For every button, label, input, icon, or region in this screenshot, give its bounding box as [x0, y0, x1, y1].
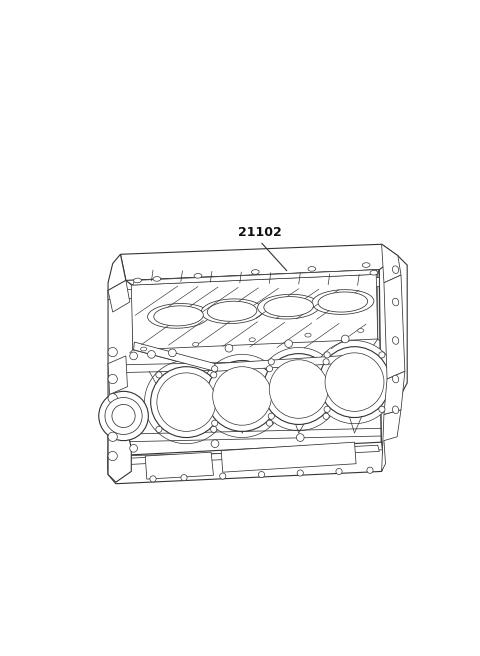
Ellipse shape [358, 329, 364, 333]
Ellipse shape [157, 373, 216, 432]
Ellipse shape [268, 413, 275, 419]
Ellipse shape [211, 440, 219, 447]
Ellipse shape [108, 348, 117, 357]
Ellipse shape [108, 432, 117, 441]
Polygon shape [126, 270, 379, 371]
Ellipse shape [211, 372, 217, 378]
Polygon shape [108, 277, 379, 300]
Ellipse shape [324, 352, 330, 358]
Polygon shape [108, 356, 127, 394]
Ellipse shape [206, 361, 278, 432]
Ellipse shape [324, 406, 330, 413]
Ellipse shape [379, 406, 385, 413]
Ellipse shape [141, 347, 147, 351]
Ellipse shape [362, 263, 370, 268]
Ellipse shape [108, 394, 117, 403]
Ellipse shape [130, 445, 137, 452]
Ellipse shape [252, 270, 259, 274]
Polygon shape [382, 410, 401, 472]
Polygon shape [108, 270, 382, 479]
Ellipse shape [249, 338, 255, 342]
Ellipse shape [201, 299, 263, 323]
Text: 21102: 21102 [238, 226, 282, 239]
Ellipse shape [108, 375, 117, 384]
Ellipse shape [154, 306, 204, 326]
Polygon shape [108, 255, 126, 291]
Ellipse shape [312, 290, 374, 314]
Polygon shape [108, 424, 132, 482]
Ellipse shape [99, 392, 148, 441]
Polygon shape [108, 442, 384, 483]
Ellipse shape [150, 476, 156, 482]
Ellipse shape [168, 349, 176, 357]
Polygon shape [120, 244, 398, 281]
Ellipse shape [194, 274, 202, 278]
Ellipse shape [393, 298, 399, 306]
Ellipse shape [258, 295, 320, 319]
Ellipse shape [147, 350, 156, 358]
Polygon shape [145, 452, 214, 479]
Ellipse shape [200, 354, 284, 438]
Ellipse shape [323, 359, 329, 365]
Ellipse shape [266, 420, 273, 426]
Ellipse shape [144, 361, 228, 443]
Ellipse shape [266, 365, 273, 372]
Ellipse shape [257, 348, 340, 430]
Ellipse shape [367, 467, 373, 474]
Polygon shape [215, 354, 364, 371]
Ellipse shape [212, 420, 218, 426]
Ellipse shape [308, 266, 316, 271]
Ellipse shape [192, 342, 199, 346]
Ellipse shape [323, 413, 329, 419]
Ellipse shape [258, 472, 264, 478]
Ellipse shape [220, 473, 226, 479]
Ellipse shape [207, 301, 257, 321]
Polygon shape [133, 270, 378, 285]
Ellipse shape [336, 468, 342, 474]
Ellipse shape [211, 426, 217, 432]
Ellipse shape [156, 426, 162, 432]
Ellipse shape [263, 354, 335, 424]
Ellipse shape [225, 344, 233, 352]
Ellipse shape [153, 277, 161, 281]
Ellipse shape [151, 367, 222, 438]
Ellipse shape [268, 359, 275, 365]
Ellipse shape [147, 304, 210, 328]
Polygon shape [133, 342, 215, 371]
Ellipse shape [393, 375, 399, 383]
Polygon shape [132, 274, 378, 350]
Ellipse shape [212, 365, 218, 372]
Polygon shape [113, 445, 379, 465]
Polygon shape [379, 244, 407, 464]
Ellipse shape [393, 337, 399, 344]
Ellipse shape [370, 270, 378, 275]
Polygon shape [108, 281, 130, 312]
Ellipse shape [312, 340, 396, 424]
Ellipse shape [105, 398, 142, 434]
Ellipse shape [296, 434, 304, 441]
Ellipse shape [213, 367, 272, 425]
Ellipse shape [319, 346, 390, 417]
Ellipse shape [133, 278, 142, 283]
Polygon shape [384, 275, 405, 379]
Ellipse shape [285, 340, 292, 348]
Polygon shape [382, 244, 401, 283]
Ellipse shape [269, 359, 328, 419]
Polygon shape [384, 371, 405, 415]
Ellipse shape [264, 297, 313, 317]
Ellipse shape [318, 292, 368, 312]
Ellipse shape [393, 406, 399, 414]
Ellipse shape [393, 266, 399, 274]
Ellipse shape [108, 451, 117, 461]
Ellipse shape [112, 405, 135, 428]
Ellipse shape [379, 352, 385, 358]
Ellipse shape [305, 333, 311, 337]
Ellipse shape [325, 353, 384, 411]
Ellipse shape [297, 470, 303, 476]
Ellipse shape [156, 372, 162, 378]
Ellipse shape [341, 335, 349, 343]
Polygon shape [221, 442, 356, 472]
Ellipse shape [130, 352, 137, 359]
Ellipse shape [181, 474, 187, 481]
